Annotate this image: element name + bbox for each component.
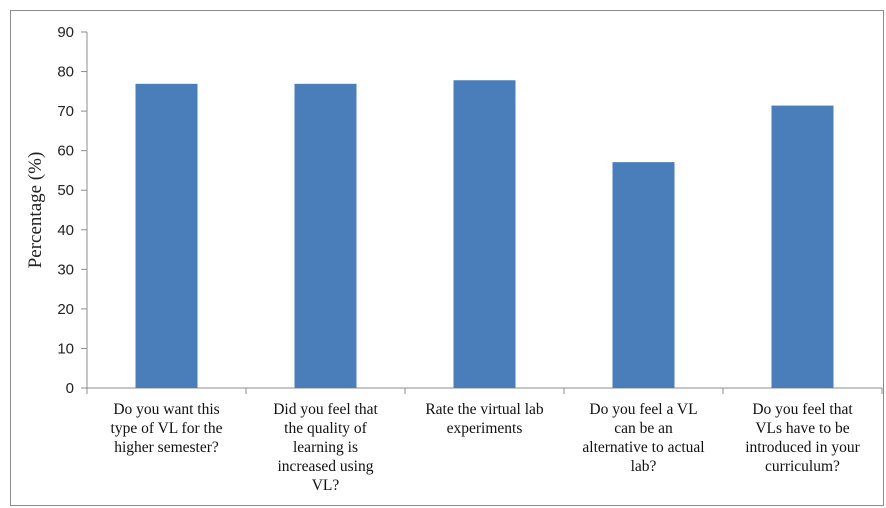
bar <box>294 83 357 388</box>
x-category-label: Do you feel a VL <box>589 401 697 418</box>
x-category-label: VL? <box>312 477 340 494</box>
x-category-label: can be an <box>614 420 673 437</box>
x-category-label: learning is <box>293 439 358 456</box>
y-tick-label: 20 <box>57 301 74 318</box>
x-category-label: Do you feel that <box>752 401 853 418</box>
x-category-label: Do you want this <box>113 401 219 418</box>
x-category-label: experiments <box>447 420 523 437</box>
x-category-label: lab? <box>631 458 657 475</box>
y-tick-label: 90 <box>57 24 74 41</box>
bar <box>135 83 198 388</box>
y-tick-label: 50 <box>57 182 74 199</box>
x-category-label: VLs have to be <box>755 420 849 437</box>
y-tick-label: 40 <box>57 222 74 239</box>
x-category-label: alternative to actual <box>582 439 704 456</box>
y-tick-label: 80 <box>57 64 74 81</box>
x-category-label: higher semester? <box>114 439 219 456</box>
bar <box>771 105 834 388</box>
y-tick-label: 60 <box>57 143 74 160</box>
x-category-label: introduced in your <box>745 439 860 456</box>
y-tick-label: 10 <box>57 340 74 357</box>
y-tick-label: 30 <box>57 261 74 278</box>
y-tick-label: 70 <box>57 103 74 120</box>
plot-area: 0 10 20 30 40 50 60 70 80 90 Do you want this type … <box>57 24 883 494</box>
bar <box>612 162 675 388</box>
x-category-label: curriculum? <box>765 458 840 475</box>
bar <box>453 80 516 388</box>
x-category-label: Did you feel that <box>273 401 378 418</box>
y-axis-title: Percentage (%) <box>25 152 46 269</box>
y-tick-label: 0 <box>66 380 74 397</box>
x-category-label: the quality of <box>284 420 367 437</box>
x-category-label: increased using <box>278 458 374 475</box>
x-category-label: Rate the virtual lab <box>425 401 544 418</box>
x-category-label: type of VL for the <box>111 420 223 437</box>
